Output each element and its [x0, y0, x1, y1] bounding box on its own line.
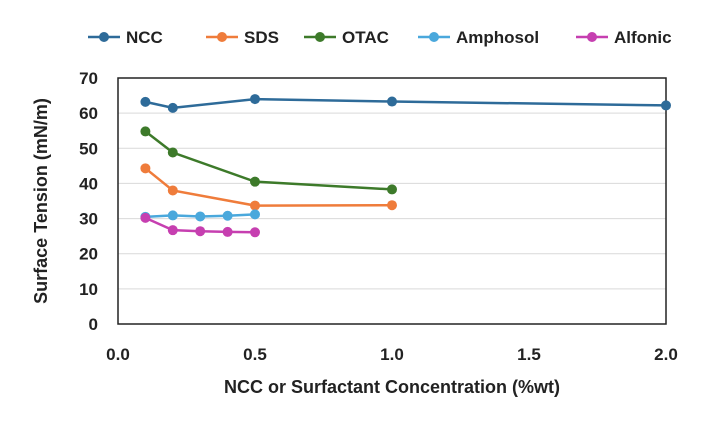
data-point-otac: [140, 126, 151, 137]
x-tick-label: 1.0: [380, 345, 404, 364]
legend-label: Alfonic: [614, 28, 672, 47]
x-tick-label: 1.5: [517, 345, 541, 364]
plot-area-frame: [117, 77, 667, 325]
y-tick-label: 50: [79, 139, 98, 158]
data-point-otac: [387, 184, 397, 195]
data-point-ncc: [140, 96, 151, 107]
x-axis-ticks: 0.0 0.5 1.0 1.5 2.0: [106, 345, 678, 364]
data-point-alfonic: [250, 227, 260, 238]
series-alfonic: [140, 212, 260, 238]
y-tick-label: 0: [89, 315, 98, 334]
x-tick-label: 2.0: [654, 345, 678, 364]
data-point-otac: [167, 147, 178, 158]
legend-item-amphosol: Amphosol: [418, 28, 539, 47]
data-point-alfonic: [140, 212, 151, 223]
legend-swatch-marker: [99, 32, 109, 42]
legend-label: NCC: [126, 28, 163, 47]
series-amphosol: [140, 209, 260, 222]
series-line-sds: [144, 167, 393, 207]
y-axis-title: Surface Tension (mN/m): [31, 98, 51, 304]
legend-label: OTAC: [342, 28, 389, 47]
y-axis-ticks: 0 10 20 30 40 50 60 70: [79, 69, 98, 334]
x-tick-label: 0.5: [243, 345, 267, 364]
legend-swatch-marker: [429, 32, 439, 42]
legend-item-otac: OTAC: [304, 28, 389, 47]
data-point-ncc: [250, 94, 260, 105]
data-point-sds: [140, 163, 151, 174]
legend-label: Amphosol: [456, 28, 539, 47]
y-tick-label: 60: [79, 104, 98, 123]
series-line-ncc: [145, 97, 667, 110]
legend-item-sds: SDS: [206, 28, 279, 47]
legend-swatch-marker: [217, 32, 227, 42]
data-point-otac: [250, 176, 260, 187]
legend-swatch-marker: [587, 32, 597, 42]
data-point-ncc: [167, 102, 178, 113]
data-point-alfonic: [195, 226, 206, 237]
y-tick-label: 10: [79, 280, 98, 299]
y-tick-label: 70: [79, 69, 98, 88]
data-point-ncc: [387, 96, 397, 107]
data-point-alfonic: [222, 226, 233, 237]
x-axis-title: NCC or Surfactant Concentration (%wt): [224, 377, 560, 397]
data-point-alfonic: [167, 225, 178, 236]
legend: NCC SDS OTAC Amphosol Alfonic: [88, 28, 672, 47]
series-layer: [140, 94, 671, 238]
data-point-sds: [387, 200, 397, 211]
legend-item-ncc: NCC: [88, 28, 163, 47]
gridlines: [118, 112, 666, 290]
legend-item-alfonic: Alfonic: [576, 28, 672, 47]
legend-label: SDS: [244, 28, 279, 47]
y-tick-label: 30: [79, 210, 98, 229]
y-tick-label: 40: [79, 174, 98, 193]
series-sds: [140, 163, 397, 211]
data-point-amphosol: [195, 211, 206, 222]
data-point-ncc: [661, 100, 671, 111]
legend-swatch-marker: [315, 32, 325, 42]
series-ncc: [140, 94, 671, 113]
data-point-sds: [250, 200, 260, 211]
series-otac: [140, 126, 397, 195]
data-point-amphosol: [250, 209, 260, 220]
data-point-sds: [167, 185, 178, 196]
x-tick-label: 0.0: [106, 345, 130, 364]
y-tick-label: 20: [79, 245, 98, 264]
data-point-amphosol: [167, 210, 178, 221]
data-point-amphosol: [222, 210, 233, 221]
series-line-otac: [144, 130, 393, 191]
